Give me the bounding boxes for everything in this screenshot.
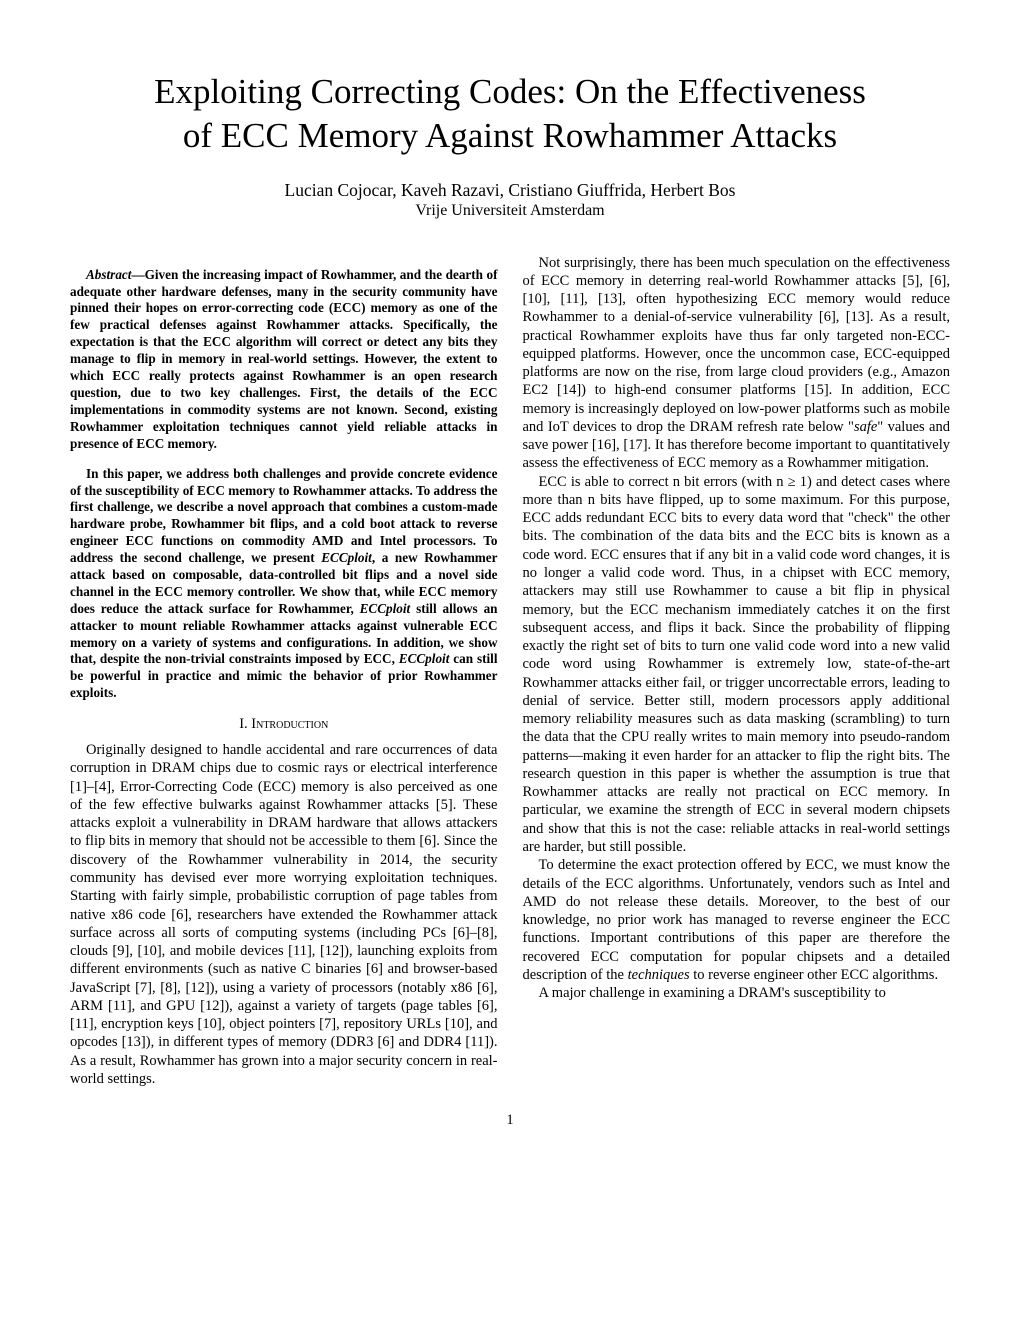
left-column: Abstract—Given the increasing impact of … — [70, 254, 498, 1089]
col2-p3-b: to reverse engineer other ECC algorithms… — [690, 967, 938, 983]
paper-title: Exploiting Correcting Codes: On the Effe… — [70, 70, 950, 158]
col2-para-4: A major challenge in examining a DRAM's … — [523, 984, 951, 1002]
col2-p3-a: To determine the exact protection offere… — [523, 857, 951, 983]
col2-para-1: Not surprisingly, there has been much sp… — [523, 254, 951, 473]
abstract-text-1: —Given the increasing impact of Rowhamme… — [70, 267, 498, 451]
eccploit-term-2: ECCploit — [360, 601, 411, 616]
safe-term: safe — [854, 419, 877, 435]
two-column-body: Abstract—Given the increasing impact of … — [70, 254, 950, 1089]
authors-line: Lucian Cojocar, Kaveh Razavi, Cristiano … — [70, 180, 950, 201]
title-line-2: of ECC Memory Against Rowhammer Attacks — [183, 116, 837, 155]
affiliation-line: Vrije Universiteit Amsterdam — [70, 202, 950, 220]
col2-para-3: To determine the exact protection offere… — [523, 856, 951, 984]
col2-p1-a: Not surprisingly, there has been much sp… — [523, 255, 951, 435]
abstract-label: Abstract — [86, 267, 131, 282]
paper-page: Exploiting Correcting Codes: On the Effe… — [0, 0, 1020, 1320]
section-1-heading: I. Introduction — [70, 716, 498, 733]
eccploit-term-3: ECCploit — [399, 651, 450, 666]
eccploit-term-1: ECCploit — [321, 550, 372, 565]
intro-body: Originally designed to handle accidental… — [70, 741, 498, 1088]
title-line-1: Exploiting Correcting Codes: On the Effe… — [154, 72, 866, 111]
right-column: Not surprisingly, there has been much sp… — [523, 254, 951, 1089]
abstract-block: Abstract—Given the increasing impact of … — [70, 267, 498, 702]
techniques-term: techniques — [628, 967, 690, 983]
abstract-para-2: In this paper, we address both challenge… — [70, 466, 498, 702]
abstract-para-1: Abstract—Given the increasing impact of … — [70, 267, 498, 453]
intro-para-1: Originally designed to handle accidental… — [70, 741, 498, 1088]
col2-para-2: ECC is able to correct n bit errors (wit… — [523, 473, 951, 857]
page-number: 1 — [70, 1112, 950, 1129]
